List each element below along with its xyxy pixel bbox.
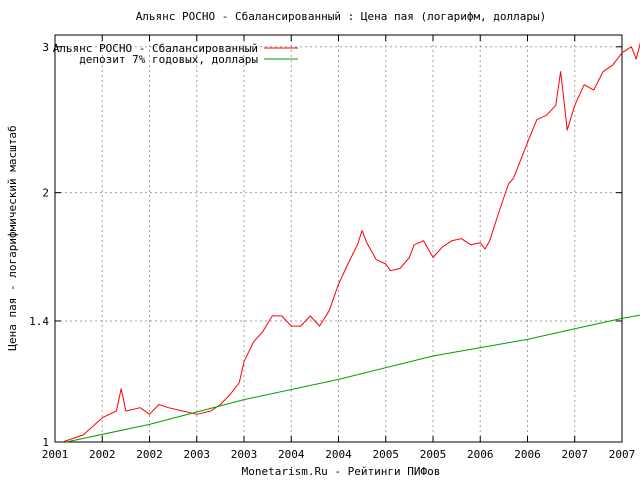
legend-label: депозит 7% годовых, доллары xyxy=(79,53,258,66)
series-line-0 xyxy=(62,42,640,443)
x-tick-label: 2003 xyxy=(184,448,211,461)
series-lines xyxy=(62,42,640,443)
y-tick-label: 3 xyxy=(42,41,49,54)
x-tick-label: 2003 xyxy=(231,448,258,461)
chart-title: Альянс РОСНО - Сбалансированный : Цена п… xyxy=(136,10,547,23)
x-tick-label: 2002 xyxy=(136,448,163,461)
x-tick-label: 2005 xyxy=(420,448,447,461)
x-tick-label: 2001 xyxy=(42,448,69,461)
x-tick-label: 2007 xyxy=(562,448,589,461)
x-tick-label: 2006 xyxy=(514,448,541,461)
x-tick-label: 2004 xyxy=(325,448,352,461)
y-axis-label: Цена пая - логарифмический масштаб xyxy=(6,125,19,350)
legend-label: Альянс РОСНО - Сбалансированный xyxy=(53,42,258,55)
grid-lines xyxy=(55,35,622,442)
x-tick-label: 2005 xyxy=(373,448,400,461)
series-line-1 xyxy=(66,314,640,443)
x-tick-label: 2004 xyxy=(278,448,305,461)
y-tick-label: 2 xyxy=(42,187,49,200)
x-tick-label: 2002 xyxy=(89,448,116,461)
x-axis-label: Monetarism.Ru - Рейтинги ПИФов xyxy=(242,465,441,478)
y-tick-label: 1 xyxy=(42,436,49,449)
x-tick-label: 2007 xyxy=(609,448,636,461)
x-tick-label: 2006 xyxy=(467,448,494,461)
x-axis-ticks: 2001 2002 2002 2003 2003 2004 2004 2005 2005 2006… xyxy=(42,35,636,461)
y-axis-ticks: 1 1.4 2 3 xyxy=(29,41,622,449)
y-tick-label: 1.4 xyxy=(29,315,49,328)
